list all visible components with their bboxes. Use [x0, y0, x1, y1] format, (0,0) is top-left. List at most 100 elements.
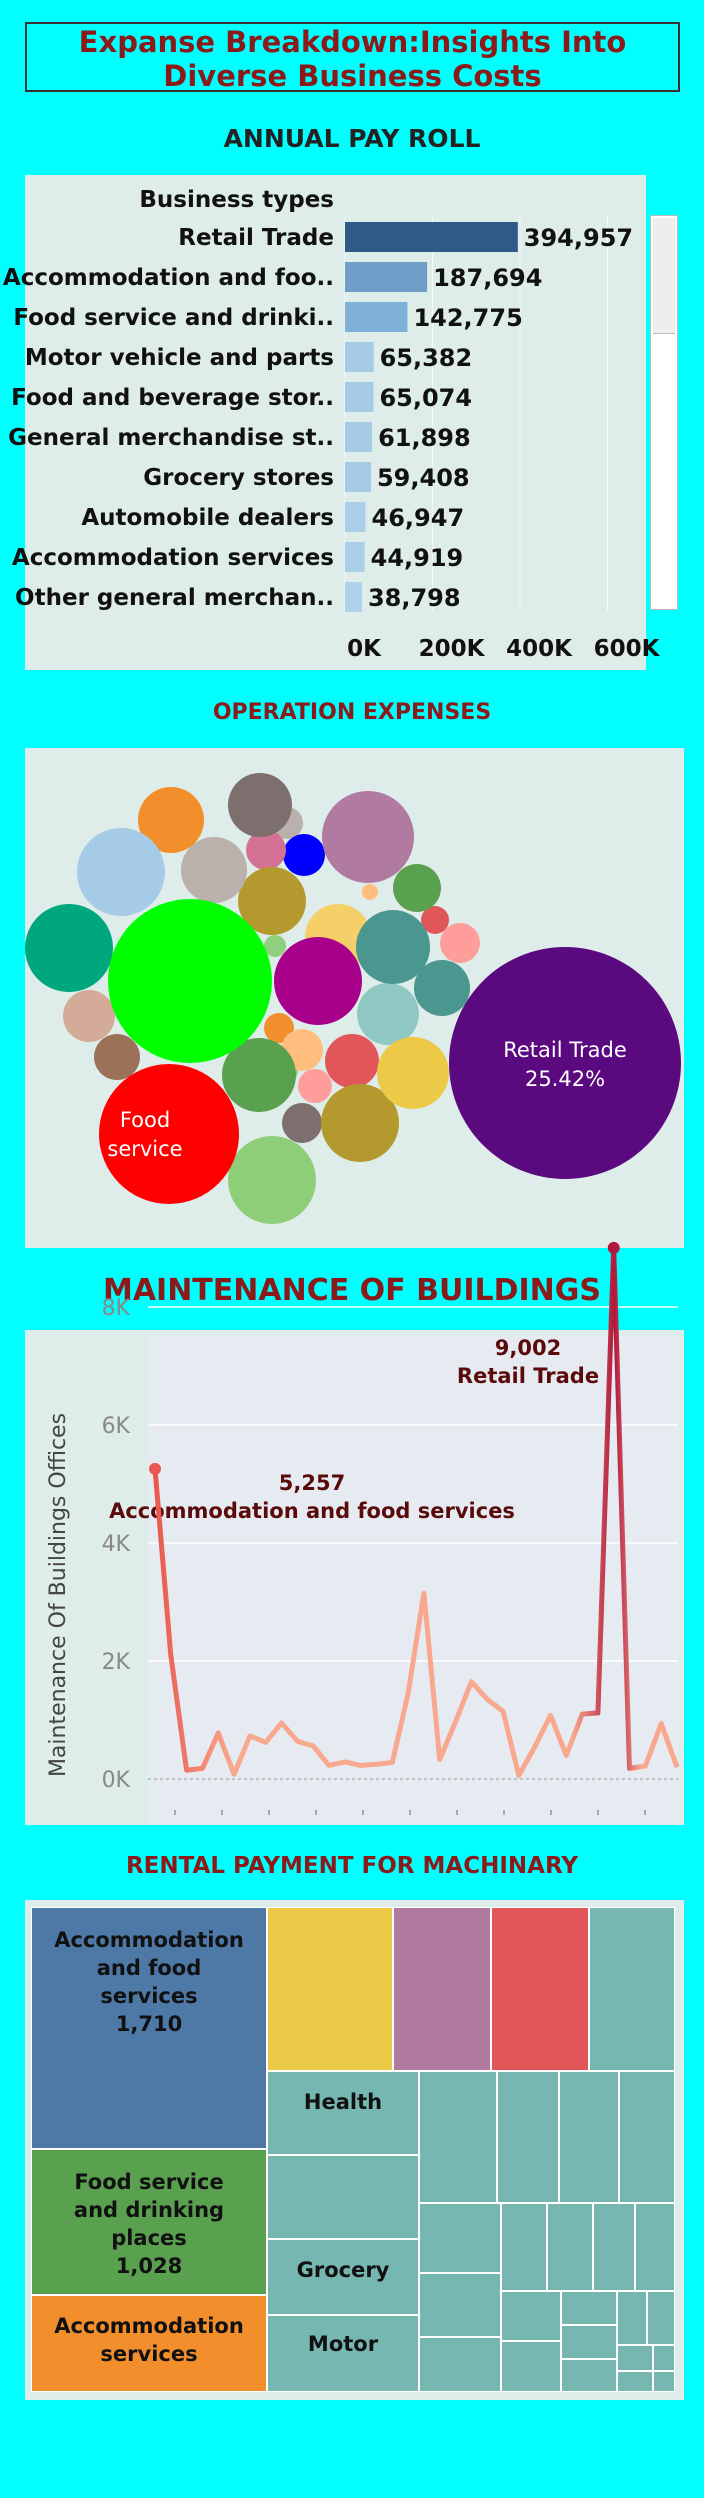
treemap-text: places — [111, 2226, 187, 2250]
treemap-text: and food — [96, 1956, 202, 1980]
bubble[interactable] — [440, 923, 480, 963]
bubble[interactable] — [325, 1034, 379, 1088]
treemap-text: services — [100, 1984, 198, 2008]
treemap-cell[interactable] — [267, 2155, 419, 2239]
maintenance-y-tick-label: 8K — [102, 1296, 131, 1321]
treemap-cell[interactable] — [547, 2203, 593, 2291]
treemap-cell[interactable] — [561, 2291, 617, 2325]
treemap-cell-motor[interactable]: Motor — [267, 2315, 419, 2392]
treemap-cell[interactable] — [561, 2325, 617, 2359]
payroll-category-label: Grocery stores — [143, 465, 334, 491]
treemap-text: and drinking — [73, 2198, 225, 2222]
treemap-cell[interactable] — [497, 2071, 559, 2203]
payroll-scrollbar[interactable] — [650, 215, 678, 610]
bubble[interactable] — [63, 990, 115, 1042]
treemap-cell-grocery[interactable]: Grocery — [267, 2239, 419, 2315]
payroll-axis-header: Business types — [139, 187, 334, 213]
bubble-label-food-line1: Food — [119, 1108, 171, 1132]
treemap-cell[interactable] — [653, 2371, 675, 2392]
payroll-value-label: 38,798 — [368, 584, 461, 612]
bubble[interactable] — [362, 884, 378, 900]
bubble[interactable] — [94, 1034, 140, 1080]
annotation-left-value: 5,257 — [279, 1471, 345, 1495]
bubble[interactable] — [228, 1136, 316, 1224]
treemap-text: Accommodation — [54, 2314, 244, 2338]
treemap-cell[interactable] — [561, 2359, 617, 2392]
bubble-retail-trade[interactable] — [449, 947, 681, 1179]
annotation-right-label: Retail Trade — [457, 1364, 599, 1388]
treemap-cell[interactable] — [647, 2291, 675, 2345]
treemap-cell[interactable] — [393, 1907, 491, 2071]
bubble[interactable] — [222, 1038, 296, 1112]
treemap-cell[interactable] — [419, 2337, 501, 2392]
bubble[interactable] — [246, 830, 286, 870]
payroll-value-label: 44,919 — [371, 544, 464, 572]
bubble[interactable] — [181, 837, 247, 903]
bubble[interactable] — [356, 910, 430, 984]
treemap-cell[interactable] — [501, 2291, 561, 2341]
bubble[interactable] — [357, 983, 419, 1045]
bubble[interactable] — [108, 899, 272, 1063]
maintenance-point-retail-trade — [607, 1241, 620, 1254]
bubble-food-service[interactable] — [99, 1064, 239, 1204]
treemap-cell[interactable] — [619, 2071, 675, 2203]
treemap-value: 1,710 — [115, 2012, 183, 2036]
treemap-cell[interactable] — [419, 2071, 497, 2203]
bubble-label-retail-name: Retail Trade — [503, 1038, 627, 1062]
bubble[interactable] — [283, 834, 325, 876]
bubble[interactable] — [25, 904, 113, 992]
treemap-cell-health[interactable]: Health — [267, 2071, 419, 2155]
payroll-bar — [345, 382, 374, 412]
bubble[interactable] — [264, 935, 286, 957]
treemap-cell-accommodation-food[interactable]: Accommodation and food services 1,710 — [31, 1907, 267, 2149]
bubble[interactable] — [282, 1103, 322, 1143]
treemap-cell[interactable] — [419, 2273, 501, 2337]
operation-title: OPERATION EXPENSES — [212, 700, 492, 725]
maintenance-point-accommodation-food — [149, 1462, 161, 1475]
treemap-cell[interactable] — [593, 2203, 635, 2291]
bubble[interactable] — [298, 1069, 332, 1103]
payroll-x-tick-label: 0K — [347, 636, 382, 662]
payroll-category-label: Food and beverage stor.. — [11, 385, 334, 411]
bubble-label-retail-trade: Retail Trade 25.42% — [465, 1036, 665, 1094]
bubble[interactable] — [322, 791, 414, 883]
payroll-category-label: Accommodation services — [12, 545, 334, 571]
payroll-value-label: 61,898 — [378, 424, 471, 452]
treemap-cell[interactable] — [589, 1907, 675, 2071]
annotation-left-label: Accommodation and food services — [109, 1499, 515, 1523]
bubble[interactable] — [377, 1037, 449, 1109]
treemap-cell[interactable] — [617, 2291, 647, 2345]
payroll-x-tick-label: 400K — [506, 636, 573, 662]
rental-treemap: Accommodation and food services 1,710 Fo… — [31, 1907, 675, 2392]
treemap-cell-accommodation-services[interactable]: Accommodation services — [31, 2295, 267, 2392]
payroll-category-label: Accommodation and foo.. — [3, 265, 334, 291]
treemap-text: services — [100, 2342, 198, 2366]
bubble[interactable] — [228, 773, 292, 837]
treemap-cell[interactable] — [617, 2345, 653, 2371]
payroll-value-label: 59,408 — [377, 464, 470, 492]
treemap-cell[interactable] — [653, 2345, 675, 2371]
treemap-cell[interactable] — [491, 1907, 589, 2071]
treemap-cell[interactable] — [501, 2203, 547, 2291]
bubble[interactable] — [274, 937, 362, 1025]
treemap-cell[interactable] — [267, 1907, 393, 2071]
bubble[interactable] — [393, 864, 441, 912]
bubble-label-food-line2: service — [107, 1137, 183, 1161]
payroll-scroll-thumb[interactable] — [653, 218, 675, 334]
treemap-cell[interactable] — [501, 2341, 561, 2392]
treemap-cell[interactable] — [559, 2071, 619, 2203]
treemap-cell[interactable] — [635, 2203, 675, 2291]
payroll-bar — [345, 422, 373, 452]
bubble[interactable] — [77, 828, 165, 916]
payroll-category-label: Food service and drinki.. — [13, 305, 334, 331]
payroll-value-label: 187,694 — [433, 264, 542, 292]
treemap-cell[interactable] — [617, 2371, 653, 2392]
bubble[interactable] — [414, 960, 470, 1016]
payroll-bar — [345, 542, 365, 572]
maintenance-title: MAINTENANCE OF BUILDINGS — [102, 1273, 602, 1308]
payroll-value-label: 46,947 — [372, 504, 465, 532]
treemap-cell[interactable] — [419, 2203, 501, 2273]
payroll-bar — [345, 462, 371, 492]
payroll-category-label: Other general merchan.. — [15, 585, 334, 611]
treemap-cell-food-service[interactable]: Food service and drinking places 1,028 — [31, 2149, 267, 2295]
